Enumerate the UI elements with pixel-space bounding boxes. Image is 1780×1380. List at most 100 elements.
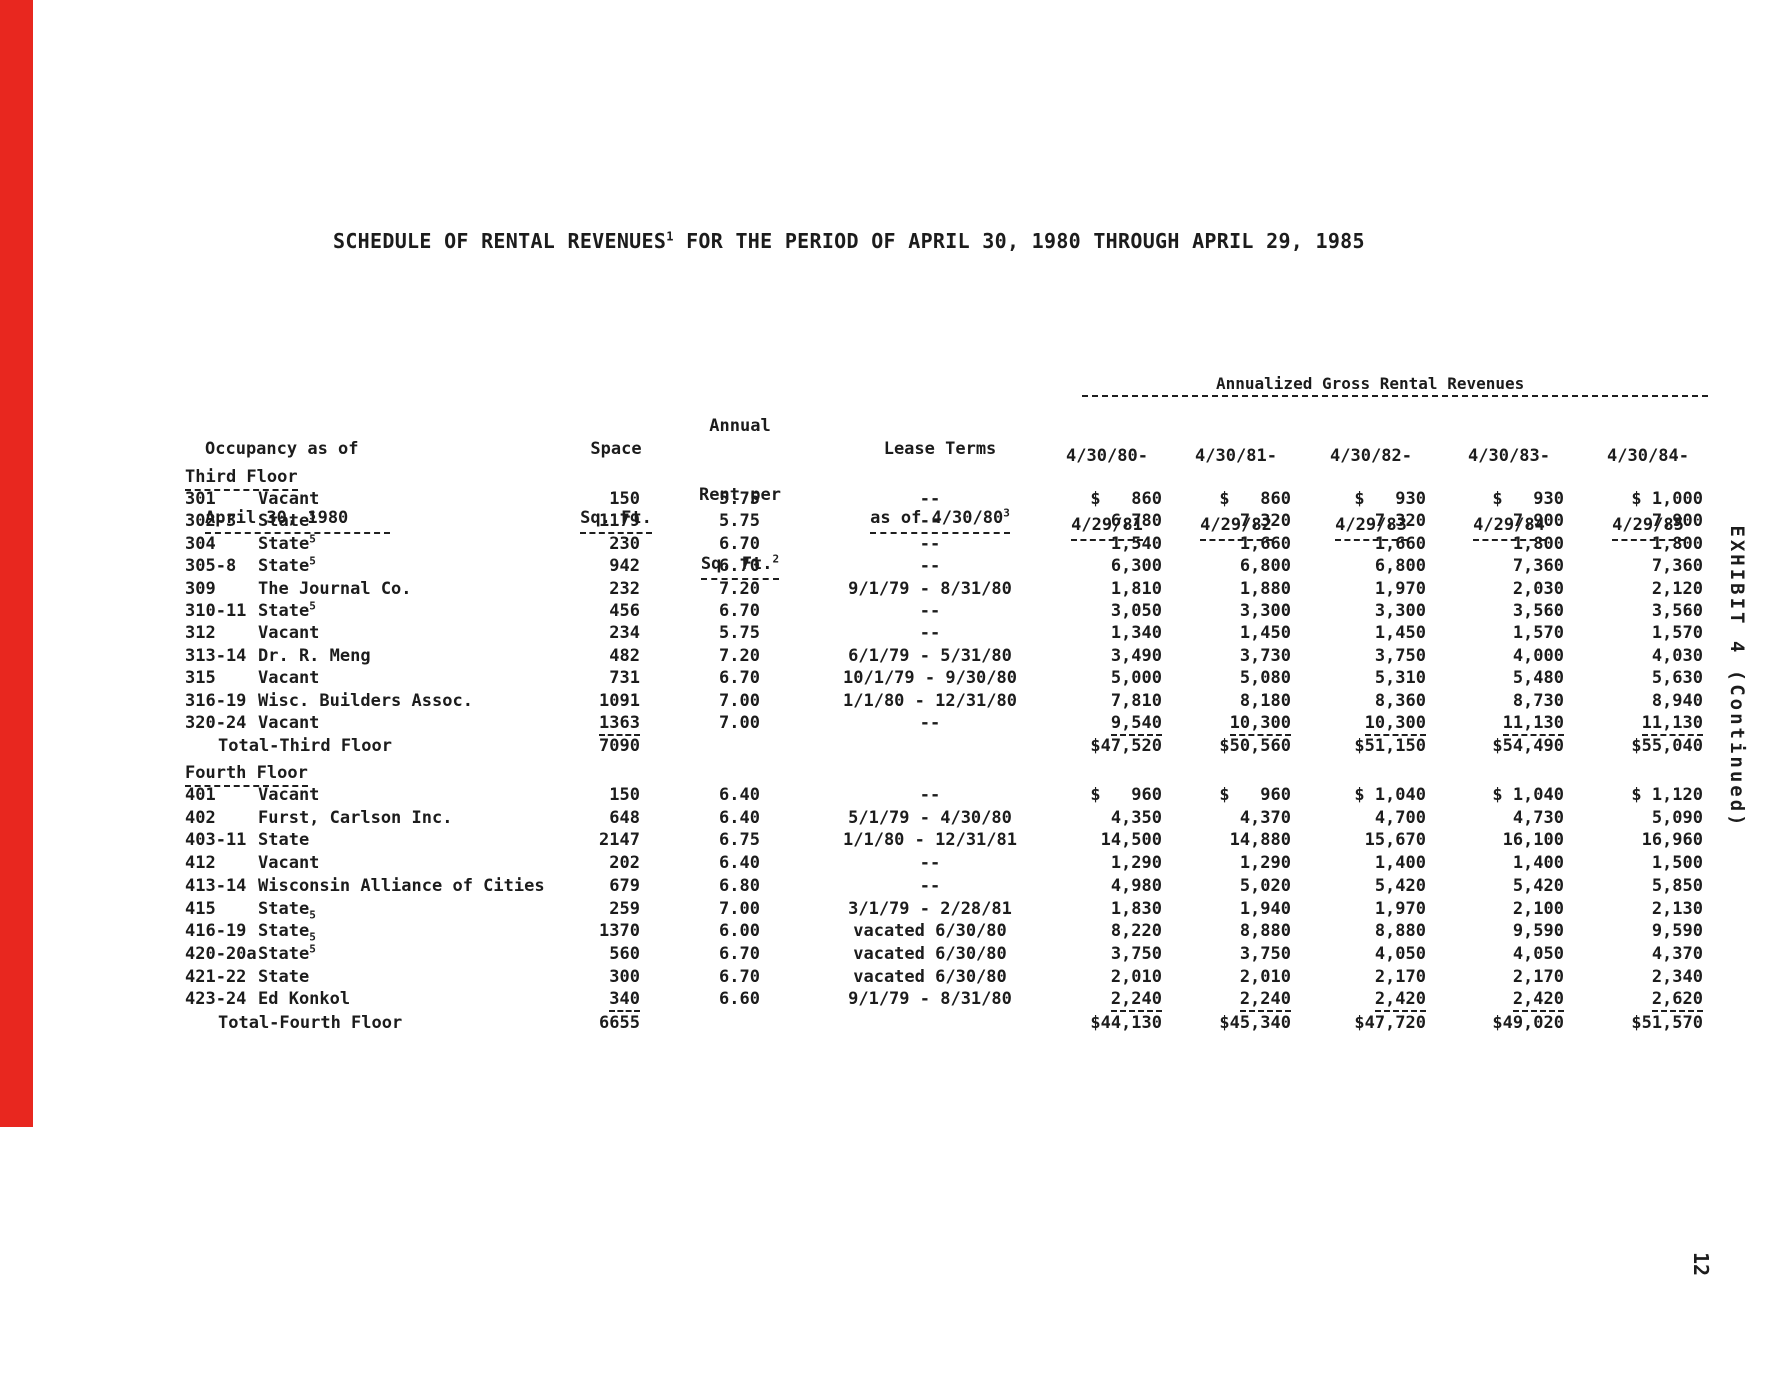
total-revenue-cell: $55,040 — [1631, 736, 1703, 756]
revenue-cell: 5,020 — [1239, 876, 1291, 896]
tenant-cell: Wisc. Builders Assoc. — [258, 691, 473, 711]
footnote-marker-1: 1 — [666, 229, 674, 244]
revenue-cell: 5,080 — [1239, 668, 1291, 688]
tenant-cell: State5 — [258, 599, 316, 621]
revenue-cell: 16,960 — [1641, 830, 1703, 850]
tenant-cell: Wisconsin Alliance of Cities — [258, 876, 545, 896]
revenue-cell: 1,800 — [1512, 534, 1564, 554]
revenue-cell: 10,300 — [1181, 713, 1291, 736]
footnote-marker-5: 5 — [309, 942, 316, 956]
tenant-cell: Vacant — [258, 713, 320, 733]
room-cell: 304 — [185, 534, 216, 554]
red-margin-bar — [0, 0, 33, 1127]
lease-cell: -- — [919, 785, 941, 805]
revenues-group-header: Annualized Gross Rental Revenues — [1216, 374, 1525, 393]
revenue-cell: 5,310 — [1374, 668, 1426, 688]
revenue-cell: 5,850 — [1651, 876, 1703, 896]
revenue-cell: $ 930 — [1354, 489, 1426, 509]
footnote-marker-2: 2 — [772, 552, 780, 566]
room-cell: 313-14 — [185, 646, 247, 666]
space-cell: 150 — [609, 489, 640, 509]
space-cell: 230 — [609, 534, 640, 554]
tenant-cell: State — [258, 967, 310, 987]
revenue-cell: 7,900 — [1512, 511, 1564, 531]
footnote-marker-3: 3 — [1003, 506, 1010, 520]
footnote-marker-5: 5 — [309, 554, 316, 568]
revenue-cell: 4,350 — [1110, 808, 1162, 828]
revenue-cell: 2,240 — [1181, 989, 1291, 1012]
total-revenue-cell: $45,340 — [1219, 1013, 1291, 1033]
space-header: Space Sq. Ft. — [566, 392, 666, 580]
revenue-cell: 4,050 — [1512, 944, 1564, 964]
space-cell: 679 — [609, 876, 640, 896]
revenue-cell: 5,090 — [1651, 808, 1703, 828]
tenant-cell: Furst, Carlson Inc. — [258, 808, 453, 828]
lease-cell: 10/1/79 - 9/30/80 — [843, 668, 1017, 688]
lease-cell: 1/1/80 - 12/31/80 — [843, 691, 1017, 711]
revenue-cell: 8,940 — [1651, 691, 1703, 711]
tenant-cell: Vacant — [258, 853, 320, 873]
total-revenue-cell: $44,130 — [1090, 1013, 1162, 1033]
total-revenue-cell: $49,020 — [1492, 1013, 1564, 1033]
revenue-cell: 4,980 — [1110, 876, 1162, 896]
tenant-cell: State5 — [258, 921, 316, 944]
lease-cell: 6/1/79 - 5/31/80 — [848, 646, 1012, 666]
page-title: SCHEDULE OF RENTAL REVENUES1 FOR THE PER… — [333, 229, 1365, 253]
revenue-cell: 10,300 — [1316, 713, 1426, 736]
space-cell: 2147 — [599, 830, 640, 850]
footnote-marker-5: 5 — [309, 599, 316, 613]
tenant-cell: State — [258, 830, 310, 850]
revenue-cell: 2,030 — [1512, 579, 1564, 599]
room-cell: 412 — [185, 853, 216, 873]
revenue-cell: 3,490 — [1110, 646, 1162, 666]
revenue-cell: 6,780 — [1110, 511, 1162, 531]
lease-cell: 9/1/79 - 8/31/80 — [848, 989, 1012, 1009]
revenue-cell: 5,420 — [1374, 876, 1426, 896]
revenue-cell: 14,500 — [1100, 830, 1162, 850]
revenue-cell: 8,180 — [1239, 691, 1291, 711]
revenue-cell: 1,540 — [1110, 534, 1162, 554]
exhibit-label: EXHIBIT 4 (Continued) — [1726, 525, 1748, 829]
revenue-cell: 15,670 — [1364, 830, 1426, 850]
tenant-cell: The Journal Co. — [258, 579, 412, 599]
revenue-cell: 4,000 — [1512, 646, 1564, 666]
total-revenue-cell: $51,570 — [1631, 1013, 1703, 1033]
rent-cell: 7.20 — [719, 646, 760, 666]
revenue-cell: 7,900 — [1651, 511, 1703, 531]
space-cell: 1091 — [599, 691, 640, 711]
revenue-cell: 7,360 — [1512, 556, 1564, 576]
lease-cell: 5/1/79 - 4/30/80 — [848, 808, 1012, 828]
revenue-cell: $ 930 — [1492, 489, 1564, 509]
revenue-cell: 8,730 — [1512, 691, 1564, 711]
rent-cell: 6.40 — [719, 853, 760, 873]
revenue-cell: 9,590 — [1651, 921, 1703, 941]
room-cell: 309 — [185, 579, 216, 599]
space-cell: 1363 — [545, 713, 640, 736]
tenant-cell: Vacant — [258, 489, 320, 509]
rent-cell: 6.70 — [719, 601, 760, 621]
page-number: 12 — [1689, 1251, 1713, 1277]
revenue-cell: 5,480 — [1512, 668, 1564, 688]
rent-cell: 6.70 — [719, 534, 760, 554]
room-cell: 413-14 — [185, 876, 247, 896]
room-cell: 302-3 — [185, 511, 237, 531]
revenue-cell: $ 960 — [1090, 785, 1162, 805]
rent-cell: 7.20 — [719, 579, 760, 599]
revenue-cell: 6,800 — [1239, 556, 1291, 576]
space-cell: 482 — [609, 646, 640, 666]
lease-cell: -- — [919, 713, 941, 733]
space-cell: 202 — [609, 853, 640, 873]
revenue-cell: $ 960 — [1219, 785, 1291, 805]
rent-cell: 6.70 — [719, 967, 760, 987]
revenue-cell: 8,880 — [1239, 921, 1291, 941]
tenant-cell: State5 — [258, 899, 316, 922]
section-heading: Third Floor — [185, 467, 298, 491]
revenue-cell: 1,800 — [1651, 534, 1703, 554]
tenant-cell: Vacant — [258, 785, 320, 805]
revenue-cell: 5,000 — [1110, 668, 1162, 688]
revenue-cell: 2,340 — [1651, 967, 1703, 987]
space-cell: 340 — [545, 989, 640, 1012]
revenue-cell: 8,880 — [1374, 921, 1426, 941]
tenant-cell: Vacant — [258, 668, 320, 688]
rent-cell: 6.60 — [719, 989, 760, 1009]
